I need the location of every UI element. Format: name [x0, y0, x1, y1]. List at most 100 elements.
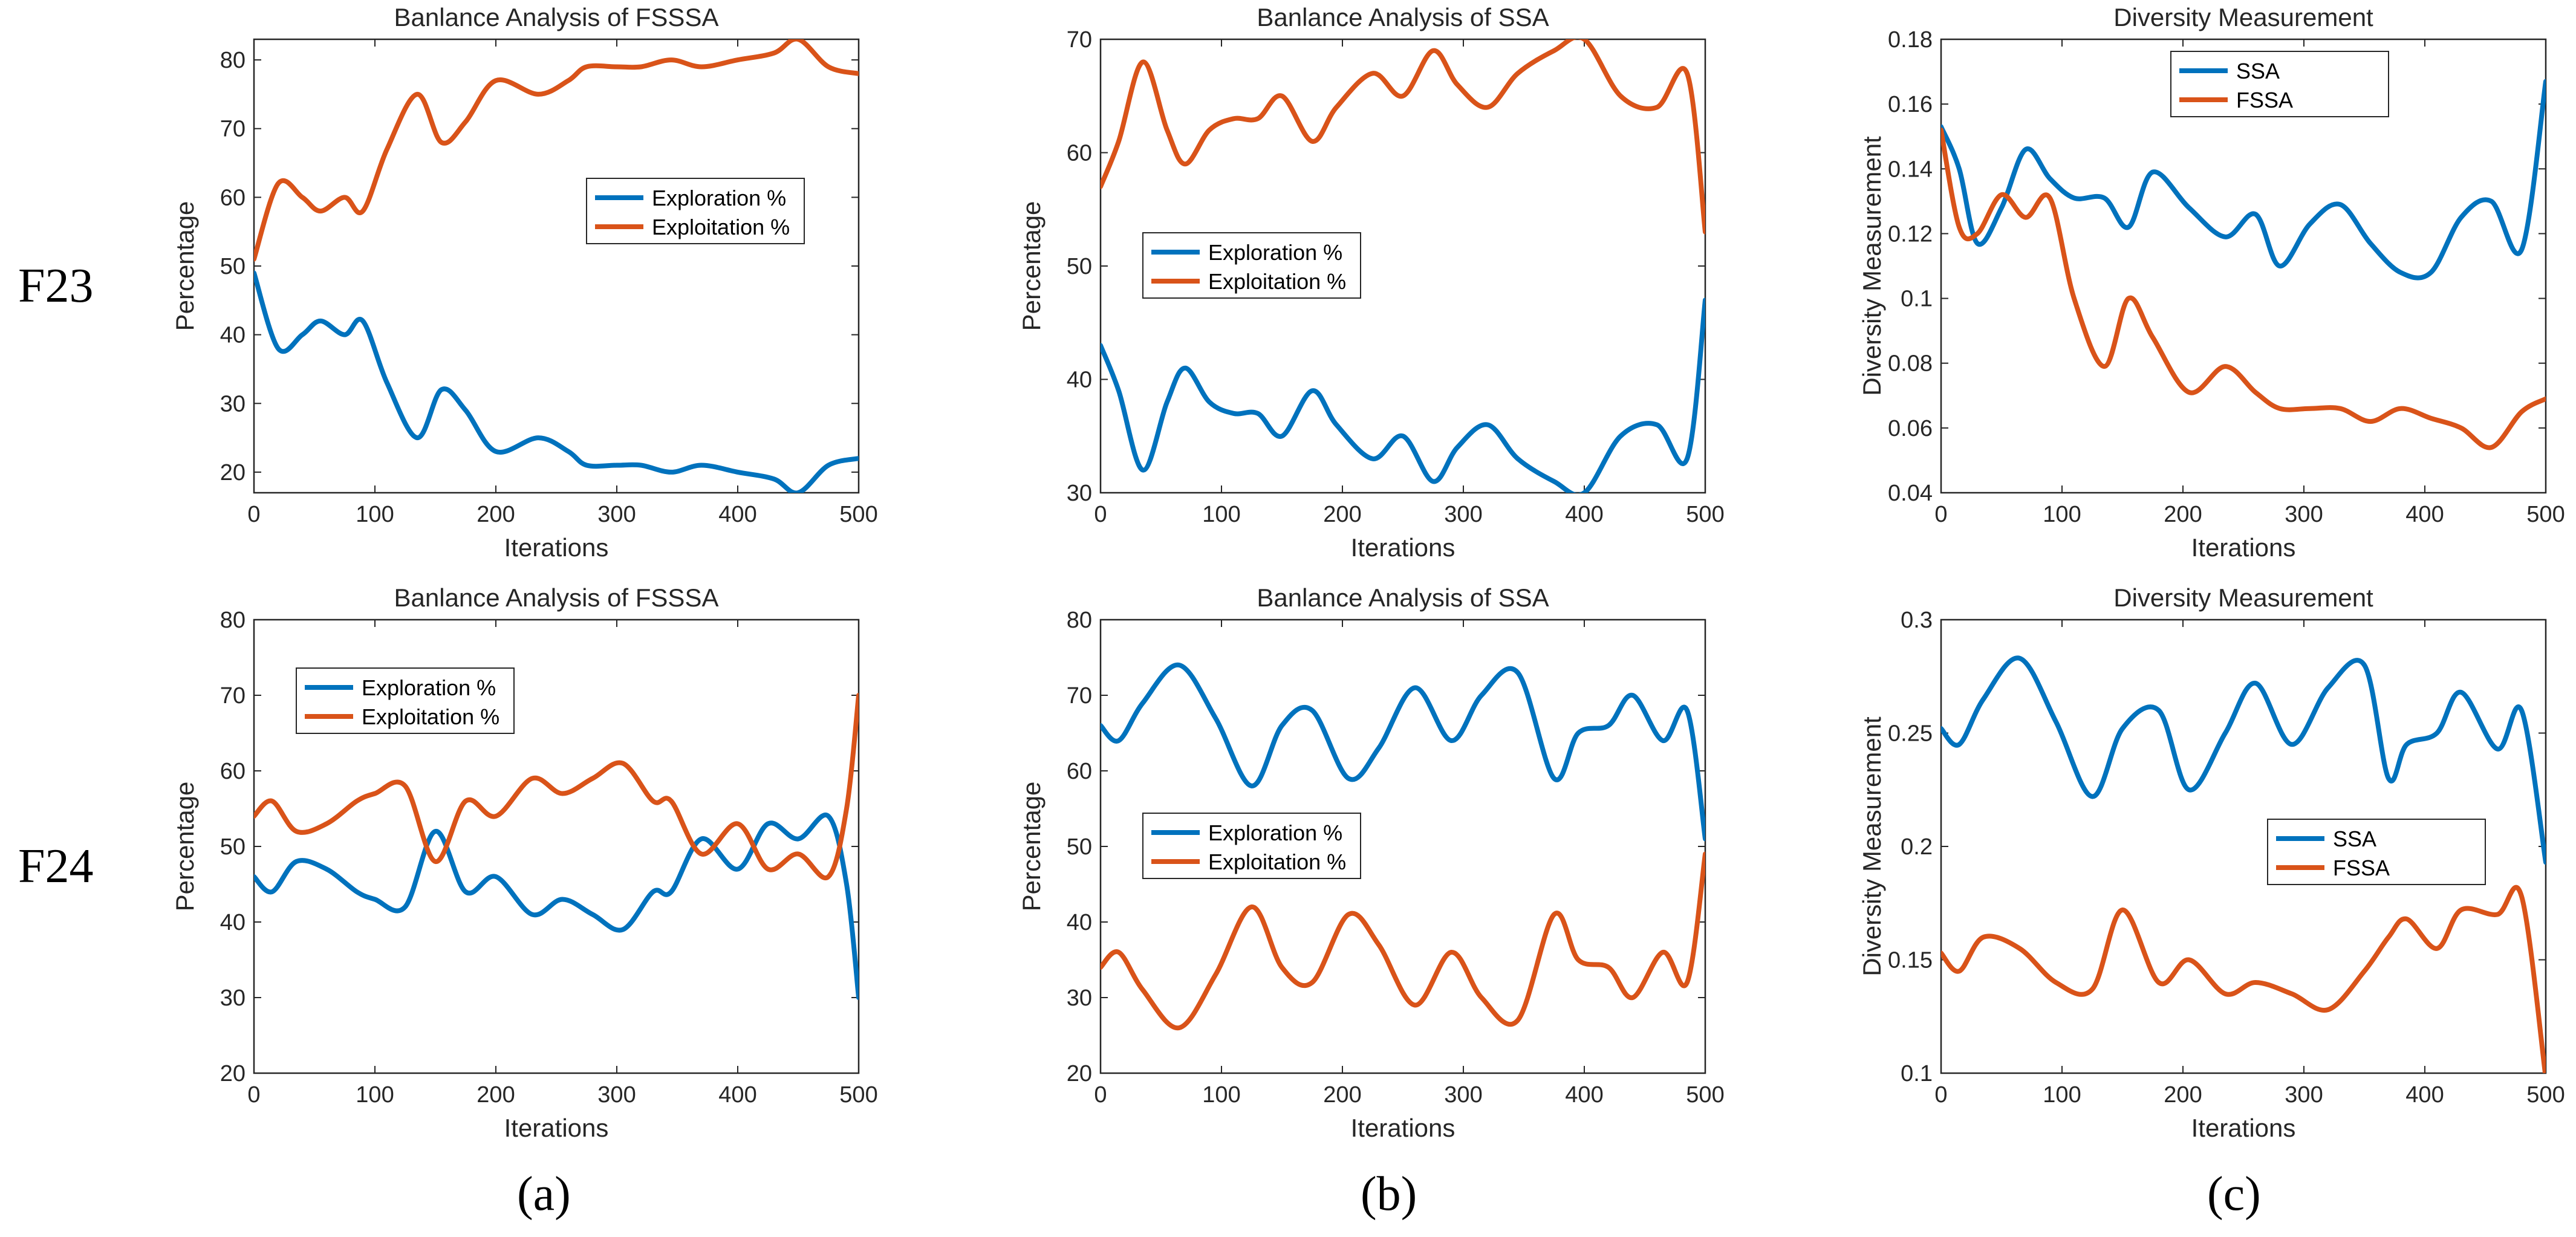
x-tick-label: 400 — [1565, 502, 1603, 527]
x-tick-label: 500 — [839, 1082, 877, 1108]
x-axis-label: Iterations — [1351, 533, 1456, 562]
chart-title: Banlance Analysis of FSSSA — [394, 3, 719, 31]
y-tick-label: 60 — [1067, 759, 1092, 784]
series-line-1 — [1941, 655, 2546, 865]
y-tick-label: 30 — [1067, 481, 1092, 506]
y-tick-label: 50 — [1067, 834, 1092, 860]
y-tick-label: 40 — [220, 910, 246, 935]
legend-label-1: Exploration % — [652, 186, 786, 210]
y-axis-label: Percentage — [1017, 201, 1046, 331]
y-tick-label: 0.12 — [1888, 221, 1933, 247]
y-tick-label: 50 — [220, 254, 246, 279]
y-tick-label: 0.14 — [1888, 157, 1933, 182]
x-tick-label: 400 — [718, 502, 756, 527]
series-line-1 — [254, 270, 859, 493]
x-tick-label: 100 — [1202, 1082, 1240, 1108]
panel-label-a: (a) — [517, 1167, 571, 1221]
panel-label-c: (c) — [2207, 1167, 2261, 1221]
x-tick-label: 500 — [2526, 1082, 2565, 1108]
chart-c-bottom: Diversity Measurement 0 100 200 300 400 500 0.1… — [1858, 583, 2565, 1142]
series-line-1 — [1941, 79, 2546, 281]
y-tick-label: 70 — [220, 117, 246, 142]
legend-label-1: SSA — [2236, 59, 2280, 83]
x-tick-label: 300 — [597, 502, 636, 527]
series-line-2 — [1941, 885, 2546, 1073]
chart-b-top: Banlance Analysis of SSA 0 100 200 300 400 500… — [1017, 3, 1725, 562]
x-tick-label: 100 — [1202, 502, 1240, 527]
legend-label-2: Exploitation % — [1208, 269, 1346, 294]
y-tick-label: 80 — [1067, 608, 1092, 633]
x-tick-label: 0 — [1094, 502, 1107, 527]
legend-box — [586, 178, 805, 244]
x-tick-label: 200 — [476, 1082, 515, 1108]
y-tick-label: 30 — [1067, 985, 1092, 1011]
y-tick-label: 80 — [220, 48, 246, 73]
y-tick-label: 60 — [1067, 141, 1092, 166]
x-tick-label: 100 — [2043, 1082, 2081, 1108]
chart-a-top: Banlance Analysis of FSSSA 0 100 200 300 400 5… — [171, 3, 878, 562]
legend-label-2: FSSA — [2333, 856, 2390, 880]
x-tick-label: 0 — [1094, 1082, 1107, 1108]
y-tick-label: 70 — [220, 683, 246, 709]
y-tick-label: 30 — [220, 985, 246, 1011]
x-axis-label: Iterations — [2191, 1114, 2296, 1142]
x-tick-label: 0 — [247, 502, 260, 527]
y-axis-label: Diversity Measurement — [1858, 136, 1886, 396]
y-tick-label: 0.2 — [1901, 834, 1933, 860]
y-tick-label: 0.04 — [1888, 481, 1933, 506]
x-tick-label: 200 — [2164, 1082, 2202, 1108]
series-line-1 — [1101, 662, 1705, 842]
y-tick-label: 0.15 — [1888, 948, 1933, 973]
legend-box — [1142, 232, 1361, 299]
x-axis-label: Iterations — [1351, 1114, 1456, 1142]
y-tick-label: 0.08 — [1888, 351, 1933, 377]
legend-label-2: FSSA — [2236, 88, 2293, 112]
chart-title: Banlance Analysis of SSA — [1257, 3, 1549, 31]
y-tick-label: 80 — [220, 608, 246, 633]
y-axis-label: Percentage — [171, 201, 199, 331]
row-label-f24: F24 — [18, 840, 94, 893]
y-tick-label: 60 — [220, 759, 246, 784]
x-tick-label: 200 — [476, 502, 515, 527]
axes-box — [1940, 38, 2547, 494]
x-tick-label: 100 — [356, 1082, 394, 1108]
legend-label-1: Exploration % — [1208, 820, 1342, 845]
x-tick-label: 400 — [1565, 1082, 1603, 1108]
x-axis-label: Iterations — [504, 533, 609, 562]
x-axis-label: Iterations — [2191, 533, 2296, 562]
y-tick-label: 20 — [220, 1061, 246, 1086]
series-line-2 — [254, 693, 859, 881]
y-tick-label: 40 — [1067, 910, 1092, 935]
y-tick-label: 0.06 — [1888, 416, 1933, 441]
x-tick-label: 0 — [247, 1082, 260, 1108]
legend-label-2: Exploitation % — [1208, 849, 1346, 874]
y-tick-label: 0.25 — [1888, 721, 1933, 747]
legend-box — [1142, 813, 1361, 879]
series-line-1 — [1101, 297, 1705, 493]
chart-title: Diversity Measurement — [2113, 583, 2373, 612]
row-label-f23: F23 — [18, 259, 94, 313]
x-tick-label: 300 — [1444, 502, 1482, 527]
y-tick-label: 30 — [220, 391, 246, 417]
y-tick-label: 70 — [1067, 683, 1092, 709]
y-tick-label: 50 — [1067, 254, 1092, 279]
x-tick-label: 300 — [2285, 1082, 2323, 1108]
y-tick-label: 0.1 — [1901, 287, 1933, 312]
y-axis-label: Percentage — [171, 782, 199, 912]
legend-label-1: SSA — [2333, 826, 2376, 851]
x-tick-label: 300 — [597, 1082, 636, 1108]
chart-title: Diversity Measurement — [2113, 3, 2373, 31]
y-tick-label: 20 — [220, 460, 246, 485]
y-tick-label: 50 — [220, 834, 246, 860]
x-tick-label: 200 — [1323, 1082, 1361, 1108]
x-tick-label: 300 — [2285, 502, 2323, 527]
y-tick-label: 0.18 — [1888, 27, 1933, 53]
chart-c-top: Diversity Measurement 0 100 200 300 400 500 0.0… — [1858, 3, 2565, 562]
x-tick-label: 500 — [2526, 502, 2565, 527]
x-tick-label: 200 — [2164, 502, 2202, 527]
y-axis-label: Percentage — [1017, 782, 1046, 912]
x-tick-label: 100 — [2043, 502, 2081, 527]
chart-b-bottom: Banlance Analysis of SSA 0 100 200 300 400 500… — [1017, 583, 1725, 1142]
y-tick-label: 60 — [220, 185, 246, 210]
